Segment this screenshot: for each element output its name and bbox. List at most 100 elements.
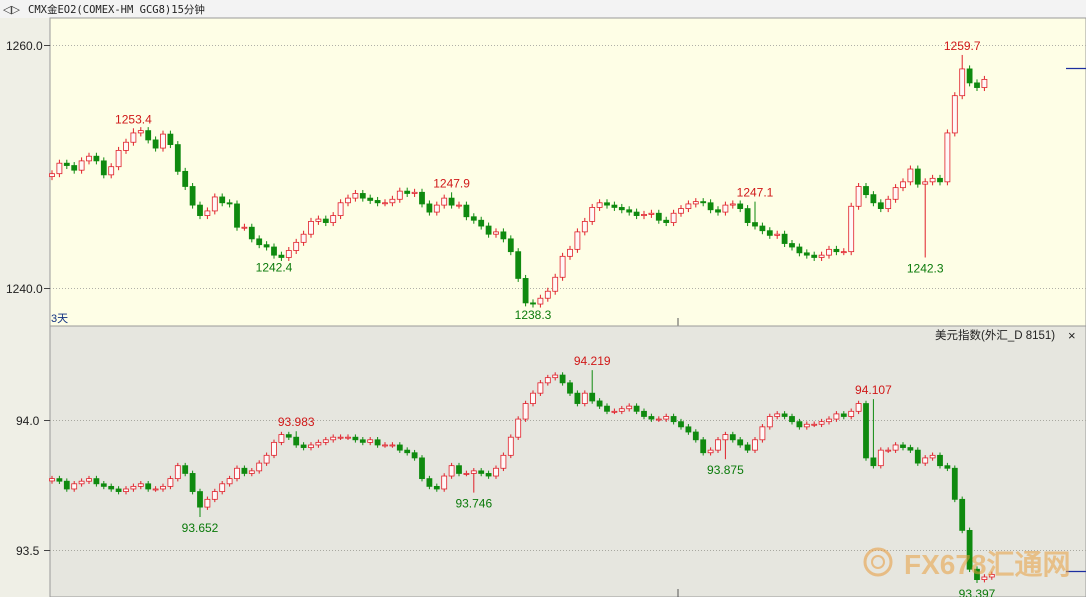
candle-body — [374, 439, 381, 446]
candle-body — [589, 392, 596, 402]
candle-body — [581, 221, 588, 233]
candle-body — [692, 201, 699, 205]
candle-body — [396, 444, 403, 451]
candle-body — [544, 290, 551, 299]
watermark-logo-icon — [863, 547, 893, 577]
candle-body — [737, 203, 744, 210]
candle-body — [352, 193, 359, 199]
candle-body — [271, 441, 277, 456]
candle-body — [485, 473, 492, 477]
candle-body — [433, 485, 440, 490]
candle-body — [744, 444, 751, 451]
candle-body — [707, 449, 714, 454]
candle-body — [359, 193, 366, 199]
candle-body — [433, 204, 440, 213]
candle-body — [840, 251, 847, 254]
candle-body — [870, 194, 877, 204]
extreme-value-label: 1242.4 — [256, 260, 293, 274]
nav-arrows-icon[interactable]: ◁▷ — [3, 4, 20, 16]
candle-body — [567, 248, 573, 257]
candle-body — [470, 470, 477, 474]
candle-body — [315, 218, 322, 222]
candle-body — [322, 439, 329, 443]
candle-body — [145, 483, 152, 490]
candle-body — [781, 413, 788, 417]
candle-body — [655, 212, 662, 221]
candle-body — [197, 491, 203, 508]
candle-body — [626, 209, 633, 213]
candle-body — [441, 197, 448, 206]
candle-body — [411, 452, 418, 459]
candle-body — [507, 238, 514, 253]
candle-body — [744, 208, 751, 223]
bottom-y-tick-label: 94.0 — [16, 414, 40, 428]
candle-body — [863, 186, 869, 196]
candle-body — [204, 210, 211, 216]
candle-body — [870, 457, 877, 467]
close-panel-icon[interactable]: × — [1068, 328, 1076, 343]
candle-body — [981, 576, 988, 580]
top-annotations: 1253.4 1242.4 1247.9 1238.3 1247.1 1242.3 1259… — [115, 39, 981, 322]
bottom-panel-axis-area — [0, 326, 50, 597]
candle-body — [411, 191, 418, 194]
candle-body — [811, 423, 818, 426]
watermark-logo-inner — [871, 555, 885, 569]
candle-body — [937, 177, 943, 183]
candle-body — [285, 434, 292, 438]
candle-body — [507, 436, 514, 456]
candle-body — [559, 374, 566, 384]
candle-body — [900, 181, 906, 189]
candle-body — [152, 139, 159, 149]
candle-body — [441, 475, 448, 490]
candle-body — [197, 204, 203, 216]
candle-body — [404, 190, 411, 194]
candle-body — [900, 444, 906, 448]
extreme-value-label: 1247.9 — [433, 176, 470, 190]
candle-body — [137, 130, 144, 134]
extreme-value-label: 93.875 — [707, 463, 744, 477]
candle-body — [78, 480, 85, 485]
candle-body — [308, 221, 314, 235]
candle-body — [226, 478, 233, 485]
candle-body — [885, 449, 892, 452]
candle-body — [63, 162, 70, 166]
candle-body — [522, 278, 529, 304]
candle-body — [49, 478, 55, 482]
candle-body — [115, 149, 122, 168]
candle-body — [781, 233, 788, 244]
title-bar — [0, 0, 1086, 18]
candle-body — [959, 68, 966, 97]
candle-body — [907, 447, 914, 451]
candle-body — [655, 418, 662, 421]
candle-body — [463, 473, 470, 475]
candle-body — [737, 439, 744, 446]
candle-body — [766, 416, 773, 428]
top-y-tick-label: 1240.0 — [6, 282, 43, 296]
candle-body — [352, 436, 359, 441]
top-panel-plot — [49, 17, 1086, 327]
candle-body — [914, 449, 921, 464]
top-candles — [49, 54, 988, 308]
candle-body — [966, 68, 973, 84]
candle-body — [100, 483, 107, 487]
candle-body — [241, 226, 248, 229]
candle-body — [330, 436, 337, 441]
candle-body — [944, 132, 951, 183]
candle-body — [86, 478, 92, 482]
candle-body — [670, 212, 677, 223]
candle-body — [182, 170, 189, 187]
candle-body — [663, 219, 670, 223]
candle-body — [796, 421, 803, 428]
candle-body — [367, 197, 374, 201]
watermark: FX678汇通网 — [863, 547, 1071, 580]
candle-body — [929, 177, 936, 183]
candle-body — [263, 454, 270, 464]
bottom-annotations: 93.652 93.983 93.746 94.219 93.875 94.107 93.3… — [182, 354, 996, 597]
candle-body — [211, 491, 218, 500]
candle-body — [959, 498, 966, 531]
watermark-text: FX678汇通网 — [904, 549, 1071, 580]
candle-body — [234, 467, 240, 480]
candle-body — [796, 246, 803, 254]
candle-body — [863, 403, 869, 459]
